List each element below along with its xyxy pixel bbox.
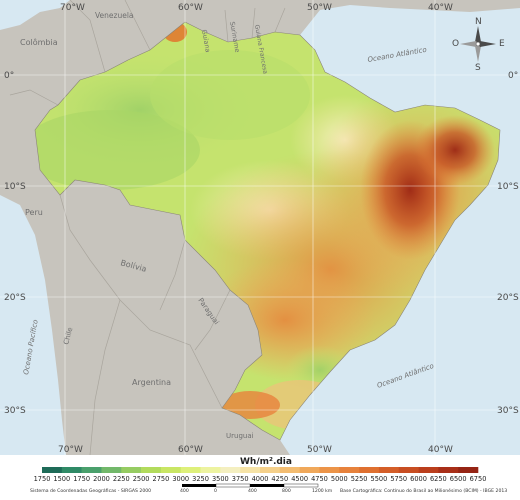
lat-label-left: 0° xyxy=(4,71,14,81)
country-label-peru: Peru xyxy=(25,208,43,217)
legend-swatch xyxy=(438,467,459,473)
legend-tick-label: 3250 xyxy=(192,475,209,483)
legend-tick-label: 3000 xyxy=(172,475,189,483)
lon-label-bottom: 40°W xyxy=(428,445,453,455)
lat-label-right: 0° xyxy=(508,71,518,81)
legend-swatch xyxy=(180,467,201,473)
lon-label-top: 50°W xyxy=(307,3,332,13)
legend-swatch xyxy=(319,467,340,473)
legend-swatch xyxy=(458,467,479,473)
lat-label-right: 30°S xyxy=(497,406,519,416)
lat-label-right: 20°S xyxy=(497,293,519,303)
scale-bar: 400 0 400 800 1200 km xyxy=(180,483,333,494)
legend-swatch xyxy=(378,467,400,473)
legend-swatch xyxy=(260,467,281,473)
legend-tick-label: 5250 xyxy=(351,475,368,483)
scale-label: 400 xyxy=(180,488,189,494)
lat-label-left: 20°S xyxy=(4,293,26,303)
legend-tick-label: 6500 xyxy=(450,475,467,483)
country-label-uruguai: Uruguai xyxy=(226,432,254,440)
legend-color-bar xyxy=(42,467,479,473)
country-label-guiana: Guiana xyxy=(200,29,212,53)
legend-tick-label: 6000 xyxy=(410,475,427,483)
lon-label-top: 60°W xyxy=(178,3,203,13)
lon-label-bottom: 60°W xyxy=(178,445,203,455)
compass-o: O xyxy=(452,39,459,49)
south-america-land xyxy=(0,0,520,455)
legend-tick-label: 4750 xyxy=(311,475,328,483)
lat-label-left: 30°S xyxy=(4,406,26,416)
legend-tick-label: 3500 xyxy=(212,475,229,483)
compass-n: N xyxy=(475,17,482,27)
legend-tick-label: 2750 xyxy=(153,475,170,483)
legend-swatch xyxy=(418,467,439,473)
legend-swatch xyxy=(61,467,82,473)
footer-right: Base Cartográfica: Contínuo do Brasil ao… xyxy=(340,487,507,494)
pacific-coast xyxy=(0,195,66,455)
lat-label-right: 10°S xyxy=(497,182,519,192)
legend-tick-label: 4500 xyxy=(291,475,308,483)
scale-label: 1200 km xyxy=(312,488,333,494)
lon-label-top: 70°W xyxy=(60,3,85,13)
legend-tick-label: 4250 xyxy=(271,475,288,483)
legend-tick-label: 5750 xyxy=(390,475,407,483)
lon-label-bottom: 50°W xyxy=(307,445,332,455)
legend-swatch xyxy=(220,467,241,473)
scale-label: 400 xyxy=(248,488,257,494)
country-label-venezuela: Venezuela xyxy=(95,11,134,20)
legend-tick-label: 2250 xyxy=(113,475,130,483)
legend-swatch xyxy=(279,467,300,473)
legend-tick-label: 6750 xyxy=(470,475,487,483)
legend-swatch xyxy=(339,467,360,473)
legend-swatch xyxy=(200,467,221,473)
compass-rose-icon xyxy=(460,26,496,62)
legend-tick-label: 3750 xyxy=(232,475,249,483)
country-label-argentina: Argentina xyxy=(132,378,171,387)
legend-tick-label: 1750 xyxy=(34,475,51,483)
graticule xyxy=(0,0,520,455)
legend-title: Wh/m².dia xyxy=(240,457,292,467)
compass-s: S xyxy=(475,63,481,73)
legend-tick-label: 4000 xyxy=(252,475,269,483)
legend-tick-label: 2500 xyxy=(133,475,150,483)
legend-swatch xyxy=(42,467,63,473)
lon-label-bottom: 70°W xyxy=(58,445,83,455)
legend-swatch xyxy=(398,467,419,473)
country-label-colombia: Colômbia xyxy=(20,37,58,47)
legend-swatch xyxy=(240,467,261,473)
legend-tick-label: 5000 xyxy=(331,475,348,483)
compass-e: E xyxy=(499,39,505,49)
brazil-outline xyxy=(34,21,501,441)
northern-coast xyxy=(0,0,70,30)
legend-tick-label: 6250 xyxy=(430,475,447,483)
legend-tick-label: 1750 xyxy=(73,475,90,483)
country-borders xyxy=(9,0,286,456)
legend-swatch xyxy=(81,467,102,473)
footer-left: Sistema de Coordenadas Geográficas - SIR… xyxy=(30,487,151,494)
legend-ticks: 1750 1500 1750 2000 2250 2500 2750 3000 3250 3500… xyxy=(34,475,487,483)
lon-label-top: 40°W xyxy=(428,3,453,13)
legend-swatch xyxy=(160,467,182,473)
legend-swatch xyxy=(299,467,320,473)
scale-label: 800 xyxy=(282,488,291,494)
legend-panel xyxy=(0,455,520,500)
legend-swatch xyxy=(121,467,142,473)
legend-swatch xyxy=(101,467,122,473)
scale-label: 0 xyxy=(214,488,217,494)
legend-swatch xyxy=(359,467,380,473)
legend-tick-label: 2000 xyxy=(93,475,110,483)
legend-tick-label: 1500 xyxy=(53,475,70,483)
lat-label-left: 10°S xyxy=(4,182,26,192)
legend-swatch xyxy=(141,467,162,473)
legend-tick-label: 5500 xyxy=(371,475,388,483)
